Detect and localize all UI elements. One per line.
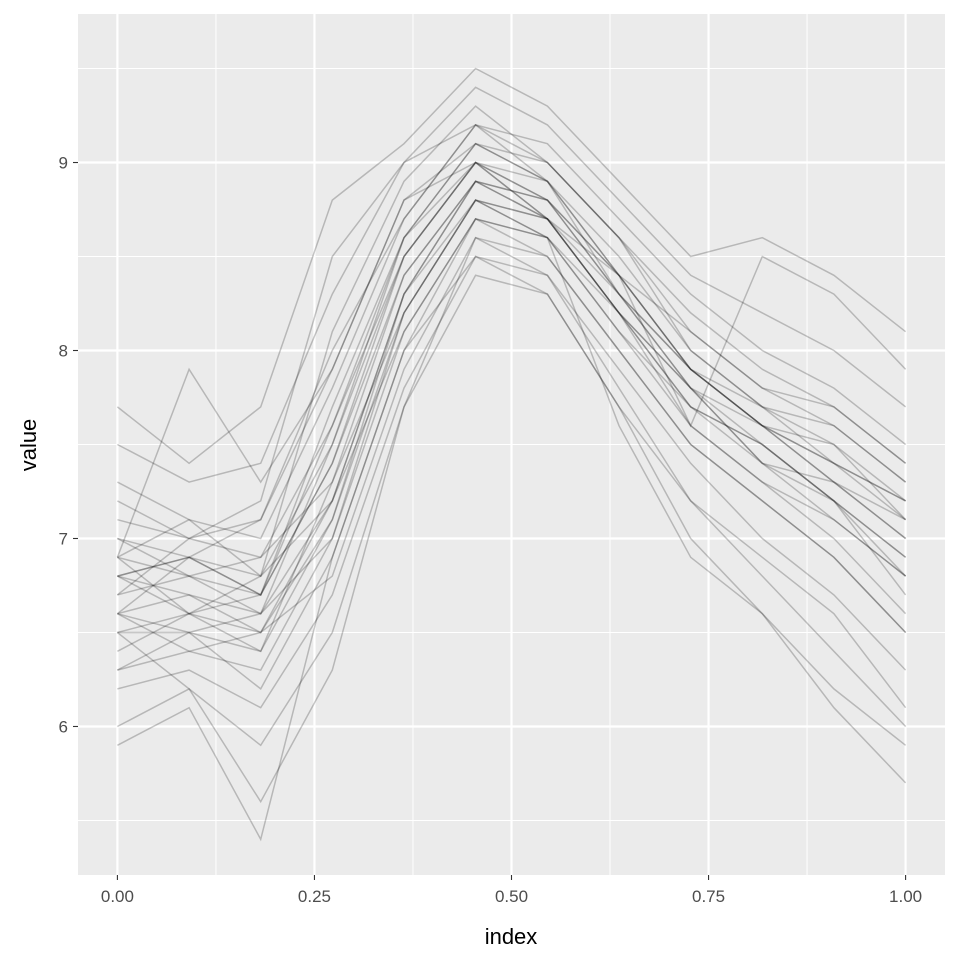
y-tick-label: 9 xyxy=(59,154,68,173)
x-tick-label: 0.25 xyxy=(298,887,331,906)
x-axis-title: index xyxy=(485,924,538,949)
series-line-2 xyxy=(117,199,907,653)
series-line-23 xyxy=(117,199,907,634)
y-axis-title: value xyxy=(16,419,41,472)
series-line-28 xyxy=(117,199,907,784)
series-line-1 xyxy=(117,161,907,596)
series-line-26 xyxy=(117,161,906,596)
series-line-14 xyxy=(116,142,906,615)
axes: 0.00 0.25 0.50 0.75 1.00 6 7 8 9 xyxy=(59,154,923,906)
y-tick-label: 6 xyxy=(59,717,68,736)
series-lines xyxy=(116,67,907,842)
series-line-7 xyxy=(117,124,907,540)
series-line-12 xyxy=(117,274,907,747)
series-line-11 xyxy=(117,86,907,483)
series-line-17 xyxy=(116,124,907,596)
series-line-6 xyxy=(117,236,907,653)
series-line-21 xyxy=(117,255,907,842)
series-line-25 xyxy=(117,217,907,671)
series-line-19 xyxy=(116,67,907,465)
series-line-30 xyxy=(117,180,907,634)
series-line-4 xyxy=(117,218,907,691)
x-tick-label: 0.00 xyxy=(101,887,134,906)
series-line-3 xyxy=(117,142,907,559)
y-tick-label: 7 xyxy=(59,529,68,548)
series-line-16 xyxy=(117,218,907,652)
series-line-8 xyxy=(117,255,907,709)
series-line-22 xyxy=(117,180,907,615)
y-tick-label: 8 xyxy=(59,342,68,361)
series-line-18 xyxy=(116,236,907,804)
x-tick-label: 1.00 xyxy=(889,887,922,906)
series-line-20 xyxy=(116,161,907,558)
series-line-24 xyxy=(117,142,907,540)
x-tick-label: 0.75 xyxy=(692,887,725,906)
series-line-5 xyxy=(117,105,907,578)
gridlines xyxy=(78,14,945,875)
x-tick-label: 0.50 xyxy=(495,887,528,906)
series-line-29 xyxy=(117,161,907,578)
series-line-13 xyxy=(117,199,907,615)
series-line-27 xyxy=(117,123,907,559)
series-line-15 xyxy=(117,180,907,577)
series-line-9 xyxy=(116,180,906,615)
series-line-10 xyxy=(117,161,907,615)
